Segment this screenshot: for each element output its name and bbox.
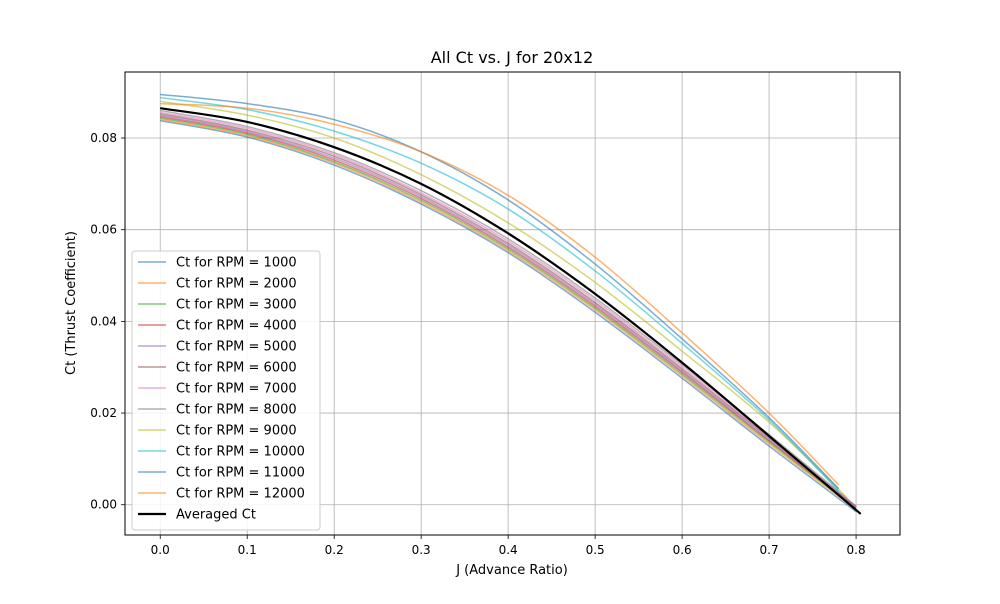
- legend-label: Ct for RPM = 6000: [176, 361, 297, 376]
- legend-label: Ct for RPM = 4000: [176, 319, 297, 334]
- legend-label: Ct for RPM = 3000: [176, 298, 297, 313]
- x-tick-label: 0.2: [325, 543, 344, 557]
- legend-label: Ct for RPM = 11000: [176, 466, 305, 481]
- series-line-7: [160, 111, 857, 508]
- legend-label: Ct for RPM = 7000: [176, 382, 297, 397]
- legend-label: Ct for RPM = 9000: [176, 424, 297, 439]
- legend-label: Averaged Ct: [176, 508, 256, 523]
- series-line-2: [160, 118, 857, 510]
- x-tick-label: 0.3: [412, 543, 431, 557]
- series-line-4: [160, 115, 857, 509]
- legend-label: Ct for RPM = 12000: [176, 487, 305, 502]
- y-tick-label: 0.06: [90, 223, 117, 237]
- y-tick-label: 0.02: [90, 406, 117, 420]
- series-line-11: [160, 93, 840, 490]
- series-line-9: [160, 100, 848, 499]
- chart-title: All Ct vs. J for 20x12: [431, 48, 594, 67]
- grid-lines: [125, 72, 900, 535]
- axis-ticks: 0.0 0.1 0.2 0.3 0.4 0.5 0.6 0.7 0.8 0.00 0.02 0.04 0…: [90, 131, 865, 557]
- x-tick-label: 0.6: [673, 543, 692, 557]
- x-tick-label: 0.4: [499, 543, 518, 557]
- series-line-10: [160, 96, 840, 492]
- series-lines: [160, 93, 862, 515]
- averaged-line: [160, 107, 862, 515]
- legend: Ct for RPM = 1000 Ct for RPM = 2000 Ct for…: [131, 250, 321, 531]
- legend-label: Ct for RPM = 10000: [176, 445, 305, 460]
- series-line-1: [160, 119, 857, 513]
- series-line-3: [160, 117, 857, 510]
- x-axis-label: J (Advance Ratio): [455, 563, 568, 578]
- y-tick-label: 0.00: [90, 498, 117, 512]
- x-tick-label: 0.7: [760, 543, 779, 557]
- legend-box: [131, 250, 321, 531]
- legend-label: Ct for RPM = 5000: [176, 340, 297, 355]
- legend-label: Ct for RPM = 1000: [176, 256, 297, 271]
- x-tick-label: 0.5: [586, 543, 605, 557]
- y-axis-label: Ct (Thrust Coefficient): [64, 231, 79, 375]
- x-tick-label: 0.1: [238, 543, 257, 557]
- y-tick-label: 0.08: [90, 131, 117, 145]
- x-tick-label: 0.0: [151, 543, 170, 557]
- x-tick-label: 0.8: [847, 543, 866, 557]
- series-line-5: [160, 114, 857, 509]
- legend-label: Ct for RPM = 8000: [176, 403, 297, 418]
- series-line-6: [160, 112, 857, 508]
- series-line-12: [160, 102, 840, 486]
- legend-label: Ct for RPM = 2000: [176, 277, 297, 292]
- y-tick-label: 0.04: [90, 314, 117, 328]
- axes-frame: [124, 71, 901, 536]
